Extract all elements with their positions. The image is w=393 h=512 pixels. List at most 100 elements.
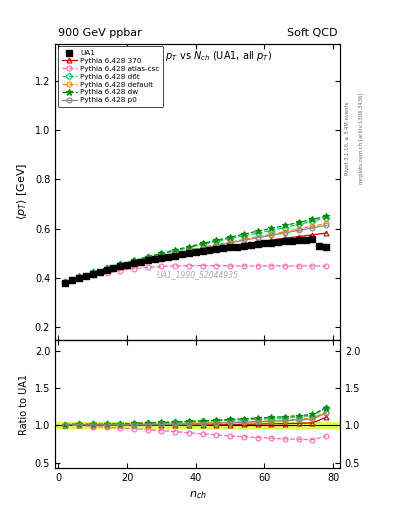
Pythia 6.428 atlas-csc: [104, 270, 109, 276]
Pythia 6.428 dw: [159, 250, 164, 257]
Pythia 6.428 dw: [228, 234, 232, 240]
Pythia 6.428 dw: [200, 240, 205, 246]
Pythia 6.428 p0: [187, 248, 191, 254]
Pythia 6.428 default: [296, 226, 301, 232]
Pythia 6.428 p0: [132, 260, 136, 266]
UA1: [200, 248, 205, 254]
Pythia 6.428 370: [118, 263, 123, 269]
Pythia 6.428 default: [159, 253, 164, 259]
Line: UA1: UA1: [62, 237, 329, 286]
UA1: [221, 245, 226, 251]
UA1: [207, 247, 212, 253]
Pythia 6.428 dw: [118, 261, 123, 267]
Line: Pythia 6.428 370: Pythia 6.428 370: [63, 230, 329, 284]
Pythia 6.428 dw: [269, 225, 274, 231]
Pythia 6.428 370: [187, 250, 191, 256]
Text: Average $p_T$ vs $N_{ch}$ (UA1, all $p_T$): Average $p_T$ vs $N_{ch}$ (UA1, all $p_T…: [122, 50, 273, 63]
Pythia 6.428 370: [214, 245, 219, 251]
Pythia 6.428 370: [200, 247, 205, 253]
UA1: [262, 240, 267, 246]
Pythia 6.428 dw: [104, 265, 109, 271]
Pythia 6.428 default: [214, 242, 219, 248]
Pythia 6.428 p0: [90, 270, 95, 276]
Pythia 6.428 default: [283, 228, 287, 234]
Y-axis label: Ratio to UA1: Ratio to UA1: [19, 374, 29, 435]
Pythia 6.428 370: [77, 274, 81, 280]
UA1: [193, 249, 198, 255]
UA1: [187, 250, 191, 257]
Pythia 6.428 dw: [145, 254, 150, 260]
Pythia 6.428 p0: [269, 232, 274, 239]
UA1: [104, 267, 109, 273]
Pythia 6.428 default: [173, 250, 178, 256]
Pythia 6.428 d6t: [132, 258, 136, 264]
Pythia 6.428 default: [228, 239, 232, 245]
Pythia 6.428 d6t: [63, 279, 68, 285]
Pythia 6.428 dw: [214, 237, 219, 243]
Pythia 6.428 default: [310, 223, 315, 229]
Pythia 6.428 atlas-csc: [77, 275, 81, 281]
Pythia 6.428 dw: [296, 220, 301, 226]
Pythia 6.428 atlas-csc: [310, 263, 315, 269]
Pythia 6.428 atlas-csc: [90, 272, 95, 279]
Pythia 6.428 370: [104, 267, 109, 273]
Pythia 6.428 370: [310, 232, 315, 238]
Pythia 6.428 370: [324, 230, 329, 236]
Pythia 6.428 dw: [241, 231, 246, 237]
Pythia 6.428 p0: [118, 263, 123, 269]
Pythia 6.428 dw: [324, 213, 329, 219]
Pythia 6.428 p0: [63, 279, 68, 285]
UA1: [97, 268, 102, 274]
Pythia 6.428 atlas-csc: [118, 268, 123, 274]
Pythia 6.428 d6t: [118, 261, 123, 267]
Pythia 6.428 atlas-csc: [228, 263, 232, 269]
UA1: [90, 270, 95, 276]
Pythia 6.428 atlas-csc: [241, 263, 246, 269]
X-axis label: $n_{ch}$: $n_{ch}$: [189, 489, 206, 501]
Pythia 6.428 p0: [77, 274, 81, 280]
Line: Pythia 6.428 dw: Pythia 6.428 dw: [62, 213, 330, 285]
Pythia 6.428 default: [269, 231, 274, 238]
Pythia 6.428 370: [159, 254, 164, 261]
Pythia 6.428 default: [200, 244, 205, 250]
Pythia 6.428 default: [255, 233, 260, 240]
UA1: [145, 258, 150, 264]
UA1: [303, 237, 308, 243]
Pythia 6.428 default: [241, 237, 246, 243]
UA1: [132, 261, 136, 267]
Pythia 6.428 370: [173, 252, 178, 259]
Pythia 6.428 p0: [159, 253, 164, 260]
UA1: [77, 274, 81, 281]
Pythia 6.428 p0: [283, 230, 287, 236]
Pythia 6.428 atlas-csc: [200, 263, 205, 269]
Pythia 6.428 dw: [187, 244, 191, 250]
Pythia 6.428 d6t: [241, 233, 246, 239]
Legend: UA1, Pythia 6.428 370, Pythia 6.428 atlas-csc, Pythia 6.428 d6t, Pythia 6.428 de: UA1, Pythia 6.428 370, Pythia 6.428 atla…: [58, 47, 163, 107]
Pythia 6.428 atlas-csc: [283, 263, 287, 269]
UA1: [276, 239, 281, 245]
Pythia 6.428 atlas-csc: [324, 263, 329, 269]
Pythia 6.428 p0: [241, 237, 246, 243]
UA1: [269, 240, 274, 246]
UA1: [296, 237, 301, 243]
Pythia 6.428 default: [132, 259, 136, 265]
Pythia 6.428 d6t: [324, 215, 329, 221]
Pythia 6.428 370: [228, 243, 232, 249]
UA1: [255, 241, 260, 247]
Line: Pythia 6.428 d6t: Pythia 6.428 d6t: [63, 215, 329, 284]
Pythia 6.428 p0: [104, 266, 109, 272]
Pythia 6.428 p0: [145, 257, 150, 263]
Pythia 6.428 d6t: [310, 218, 315, 224]
UA1: [248, 242, 253, 248]
UA1: [138, 259, 143, 265]
Pythia 6.428 d6t: [187, 245, 191, 251]
Pythia 6.428 atlas-csc: [296, 263, 301, 269]
Pythia 6.428 370: [296, 233, 301, 240]
Pythia 6.428 default: [63, 279, 68, 285]
Pythia 6.428 d6t: [90, 269, 95, 275]
Pythia 6.428 dw: [77, 273, 81, 280]
UA1: [84, 272, 88, 279]
UA1: [125, 262, 129, 268]
UA1: [310, 236, 315, 242]
Pythia 6.428 dw: [132, 258, 136, 264]
